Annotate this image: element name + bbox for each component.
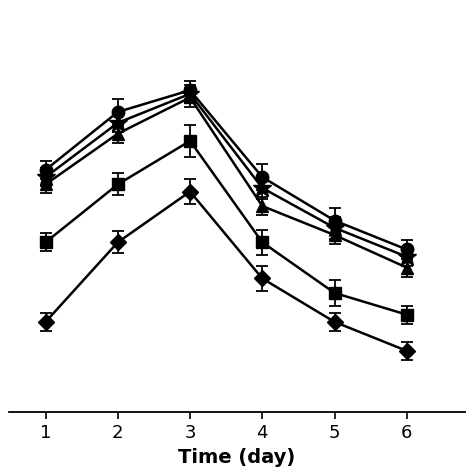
X-axis label: Time (day): Time (day) [178,448,296,467]
